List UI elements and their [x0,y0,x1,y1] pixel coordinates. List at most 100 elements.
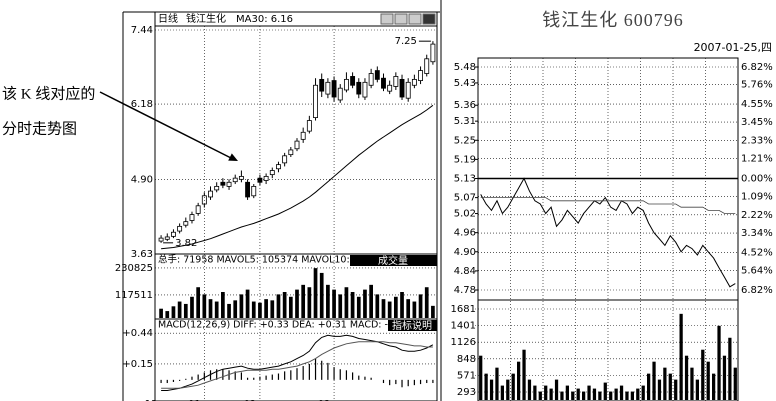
bar [647,373,651,400]
bar [614,388,618,400]
bar [549,388,553,400]
y-tick-label: 848 [457,354,476,365]
y-tick-label: +0.15 [122,359,153,370]
y-tick-label: 4.96 [454,228,476,239]
bar [264,299,268,318]
bar [517,361,521,400]
icon[interactable] [408,13,422,25]
bar [356,296,361,318]
y-tick-label: 5.31 [454,116,476,127]
annotation: 分时走势图 [2,120,77,137]
bar [484,373,488,400]
y-tick-label: 230825 [115,263,153,274]
y2-tick-label: 4.55% [741,99,773,110]
candle-body [201,195,207,205]
candle-body [399,78,405,98]
bar [270,300,275,318]
bar [344,287,349,318]
candle-body [226,181,232,187]
y2-tick-label: 5.64% [741,266,773,277]
bar [495,367,499,400]
candle-body [405,81,411,99]
x-tick-label: 02 [244,399,257,401]
candle-body [362,81,368,98]
y-tick-label: 7.44 [131,25,153,36]
y-tick-label: 4.78 [454,285,476,296]
bar [565,385,569,400]
bar [695,379,699,400]
candle-body [232,177,238,183]
panel-header: 总手: 71958 MAVOL5: 105374 MAVOL10: 9 [158,254,359,266]
candle-body [177,225,183,232]
y-tick-label: 5.13 [454,174,476,185]
bar [657,379,662,400]
candle-body [300,131,306,140]
low-marker: 3.82 [175,238,197,249]
label-box [350,255,437,266]
bar [511,373,515,400]
candle-body [418,70,423,81]
candle-body [368,73,374,86]
left-frame [154,11,438,401]
bar [313,268,318,318]
candle-body [350,76,356,86]
bar [239,294,244,318]
candle-body [430,43,436,63]
bar [544,385,548,400]
bar [722,355,727,400]
bar [690,367,694,400]
bar [319,272,324,318]
bar [674,379,678,400]
candle-body [381,77,386,89]
bar [603,382,607,400]
candle-body [171,231,176,237]
bar [733,367,737,400]
icon[interactable] [394,13,408,25]
arrow [99,91,232,159]
arrow-head [228,153,238,161]
bar [227,303,231,318]
bar [221,292,225,318]
bar [538,391,542,400]
label-box [388,320,437,331]
y-tick-label: 5.25 [454,135,476,146]
bar [159,308,163,318]
bar [598,391,602,400]
icon[interactable] [422,13,436,25]
bar [663,367,667,400]
bar [522,349,526,400]
bar [165,311,170,318]
bar [387,301,392,318]
y-tick-label: 4.90 [454,247,476,258]
icon[interactable] [380,13,394,25]
y-tick-label: 5.36 [454,100,476,111]
bar [684,355,689,400]
date: 2007-01-25,四 [694,41,772,54]
x-tick-label: 03 [318,399,331,401]
candle-body [214,185,220,191]
bar [418,294,423,318]
bar [609,391,613,400]
indicator: MA30: 6.16 [236,14,293,25]
panel-label[interactable]: 指标说明 [392,319,432,332]
bar [326,284,330,318]
bar [183,303,188,318]
y-tick-label: 4.84 [454,266,476,277]
x-tick-label: 12 [145,399,158,401]
y2-tick-label: 3.45% [741,117,773,128]
bar [431,305,435,318]
bar [196,287,201,318]
candle-body [251,185,257,197]
candle-body [387,84,393,92]
ma-line [161,104,434,250]
bar [701,349,705,400]
y-tick-label: 1681 [451,304,476,315]
candle-body [337,87,343,101]
bar [258,302,262,318]
bar [301,284,306,318]
candle-body [276,164,281,170]
candle-body [294,140,300,150]
y2-tick-label: 3.34% [741,228,773,239]
